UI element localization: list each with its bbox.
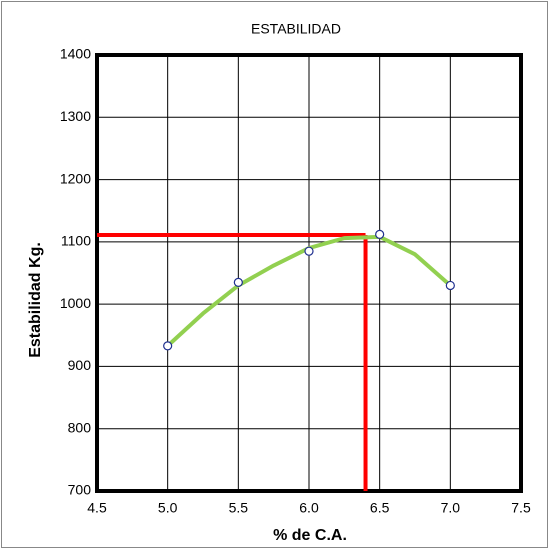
y-tick-label: 700 [68, 482, 92, 498]
chart-title: ESTABILIDAD [251, 21, 341, 37]
data-point [233, 277, 243, 287]
x-tick-label: 4.5 [87, 500, 107, 516]
data-point [163, 341, 173, 351]
y-tick-label: 1100 [61, 233, 91, 249]
x-tick-label: 7.5 [511, 500, 531, 516]
x-tick-label: 5.0 [158, 500, 178, 516]
data-point [445, 280, 455, 291]
y-tick-label: 800 [68, 419, 92, 435]
data-point [375, 229, 385, 239]
x-tick-label: 7.0 [441, 500, 461, 516]
y-tick-label: 1000 [60, 295, 91, 311]
data-point [304, 246, 314, 256]
x-tick-label: 6.5 [370, 500, 390, 516]
y-tick-label: 900 [68, 357, 92, 373]
y-tick-label: 1300 [60, 108, 91, 124]
y-axis-label: Estabilidad Kg. [27, 242, 44, 358]
x-tick-label: 6.0 [299, 500, 319, 516]
plot-border [95, 53, 523, 493]
x-axis-label: % de C.A. [273, 527, 347, 544]
x-tick-label: 5.5 [229, 500, 249, 516]
chart-frame [1, 1, 548, 548]
y-tick-label: 1200 [60, 170, 91, 186]
y-tick-label: 1400 [60, 46, 91, 62]
